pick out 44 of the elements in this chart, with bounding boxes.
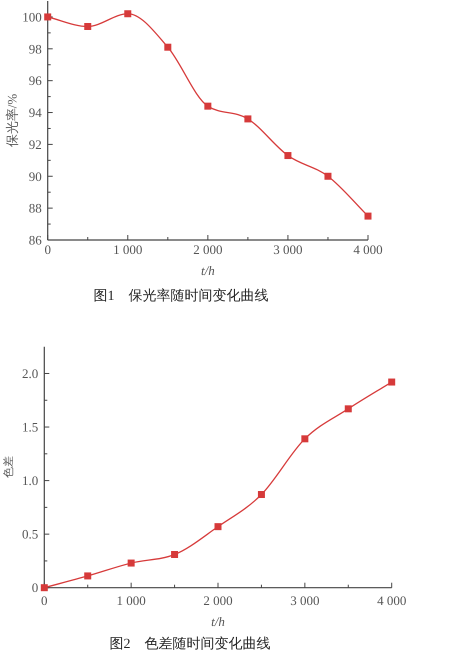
point <box>324 172 332 180</box>
point <box>84 572 92 580</box>
x-axis-title: t/h <box>211 614 225 629</box>
x-tick-label: 3 000 <box>290 593 320 608</box>
point <box>171 550 178 558</box>
y-tick-label: 88 <box>28 200 42 216</box>
point <box>44 13 52 20</box>
y-tick-label: 96 <box>28 73 42 88</box>
y-tick-label: 94 <box>28 105 42 120</box>
y-tick-label: 92 <box>28 136 42 152</box>
y-tick-label: 86 <box>28 232 42 248</box>
y-axis-title: 色差 <box>3 456 15 478</box>
point <box>128 560 135 567</box>
y-tick-label: 90 <box>28 168 42 184</box>
text: 图1 保光率随时间变化曲线 <box>94 288 268 304</box>
y-tick-label: 1.0 <box>22 473 38 488</box>
y-tick-label: 1.5 <box>22 420 38 435</box>
point <box>344 405 352 412</box>
point <box>204 102 212 110</box>
x-tick-label: 2 000 <box>203 593 233 608</box>
x-tick-label: 2 000 <box>193 242 222 257</box>
point <box>301 435 308 442</box>
point <box>214 523 222 530</box>
text: 图2 色差随时间变化曲线 <box>110 636 270 652</box>
point <box>388 378 396 386</box>
x-tick-label: 4 000 <box>377 593 406 608</box>
point <box>84 22 92 30</box>
point <box>124 10 132 18</box>
point <box>164 44 172 51</box>
y-tick-label: 2.0 <box>22 366 38 381</box>
point <box>284 152 292 160</box>
y-tick-label: 0.5 <box>22 526 38 542</box>
y-tick-label: 0 <box>32 580 38 596</box>
x-tick-label: 1 000 <box>116 593 146 608</box>
y-tick-label: 98 <box>28 41 42 56</box>
x-tick-label: 1 000 <box>113 242 142 257</box>
x-tick-label: 3 000 <box>273 242 303 257</box>
x-axis-title: t/h <box>200 263 215 278</box>
x-tick-label: 4 000 <box>353 242 383 257</box>
y-axis-title: 保光率/% <box>4 94 20 148</box>
point <box>258 491 265 498</box>
point <box>244 115 252 122</box>
point <box>364 212 372 220</box>
y-tick-label: 100 <box>22 9 42 24</box>
